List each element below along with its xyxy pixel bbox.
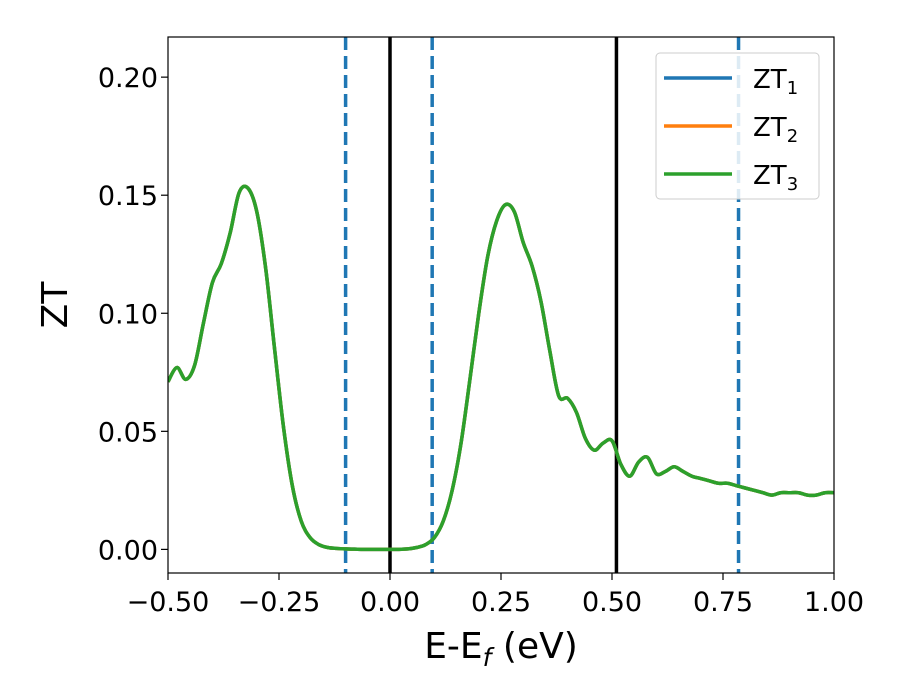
x-tick-label: 0.25 bbox=[471, 587, 531, 618]
y-tick-label: 0.15 bbox=[98, 181, 158, 212]
x-tick-label: −0.50 bbox=[127, 587, 210, 618]
x-tick-label: 0.75 bbox=[693, 587, 753, 618]
x-tick-label: 1.00 bbox=[804, 587, 864, 618]
y-axis-label: ZT bbox=[35, 281, 76, 329]
y-tick-label: 0.05 bbox=[98, 417, 158, 448]
legend-label-zt1: ZT1 bbox=[753, 65, 798, 99]
legend-label-zt2: ZT2 bbox=[753, 113, 798, 147]
y-tick-label: 0.20 bbox=[98, 63, 158, 94]
legend-label-zt3: ZT3 bbox=[753, 161, 798, 195]
legend-box bbox=[655, 52, 820, 200]
series-line-zt3 bbox=[168, 184, 834, 552]
legend: ZT1 ZT2 ZT3 bbox=[655, 52, 820, 200]
y-tick-label: 0.00 bbox=[98, 535, 158, 566]
x-tick-label: 0.00 bbox=[360, 587, 420, 618]
x-tick-label: −0.25 bbox=[238, 587, 321, 618]
series-line-zt2 bbox=[168, 184, 834, 552]
x-tick-label: 0.50 bbox=[582, 587, 642, 618]
x-axis-label: E-Ef (eV) bbox=[424, 626, 578, 672]
axis-ticks: −0.50 −0.25 0.00 0.25 0.50 0.75 1.00 0.00 0.05 0.… bbox=[98, 63, 864, 618]
series-line-zt1 bbox=[168, 184, 834, 552]
plot-lines bbox=[168, 37, 834, 573]
y-tick-label: 0.10 bbox=[98, 299, 158, 330]
